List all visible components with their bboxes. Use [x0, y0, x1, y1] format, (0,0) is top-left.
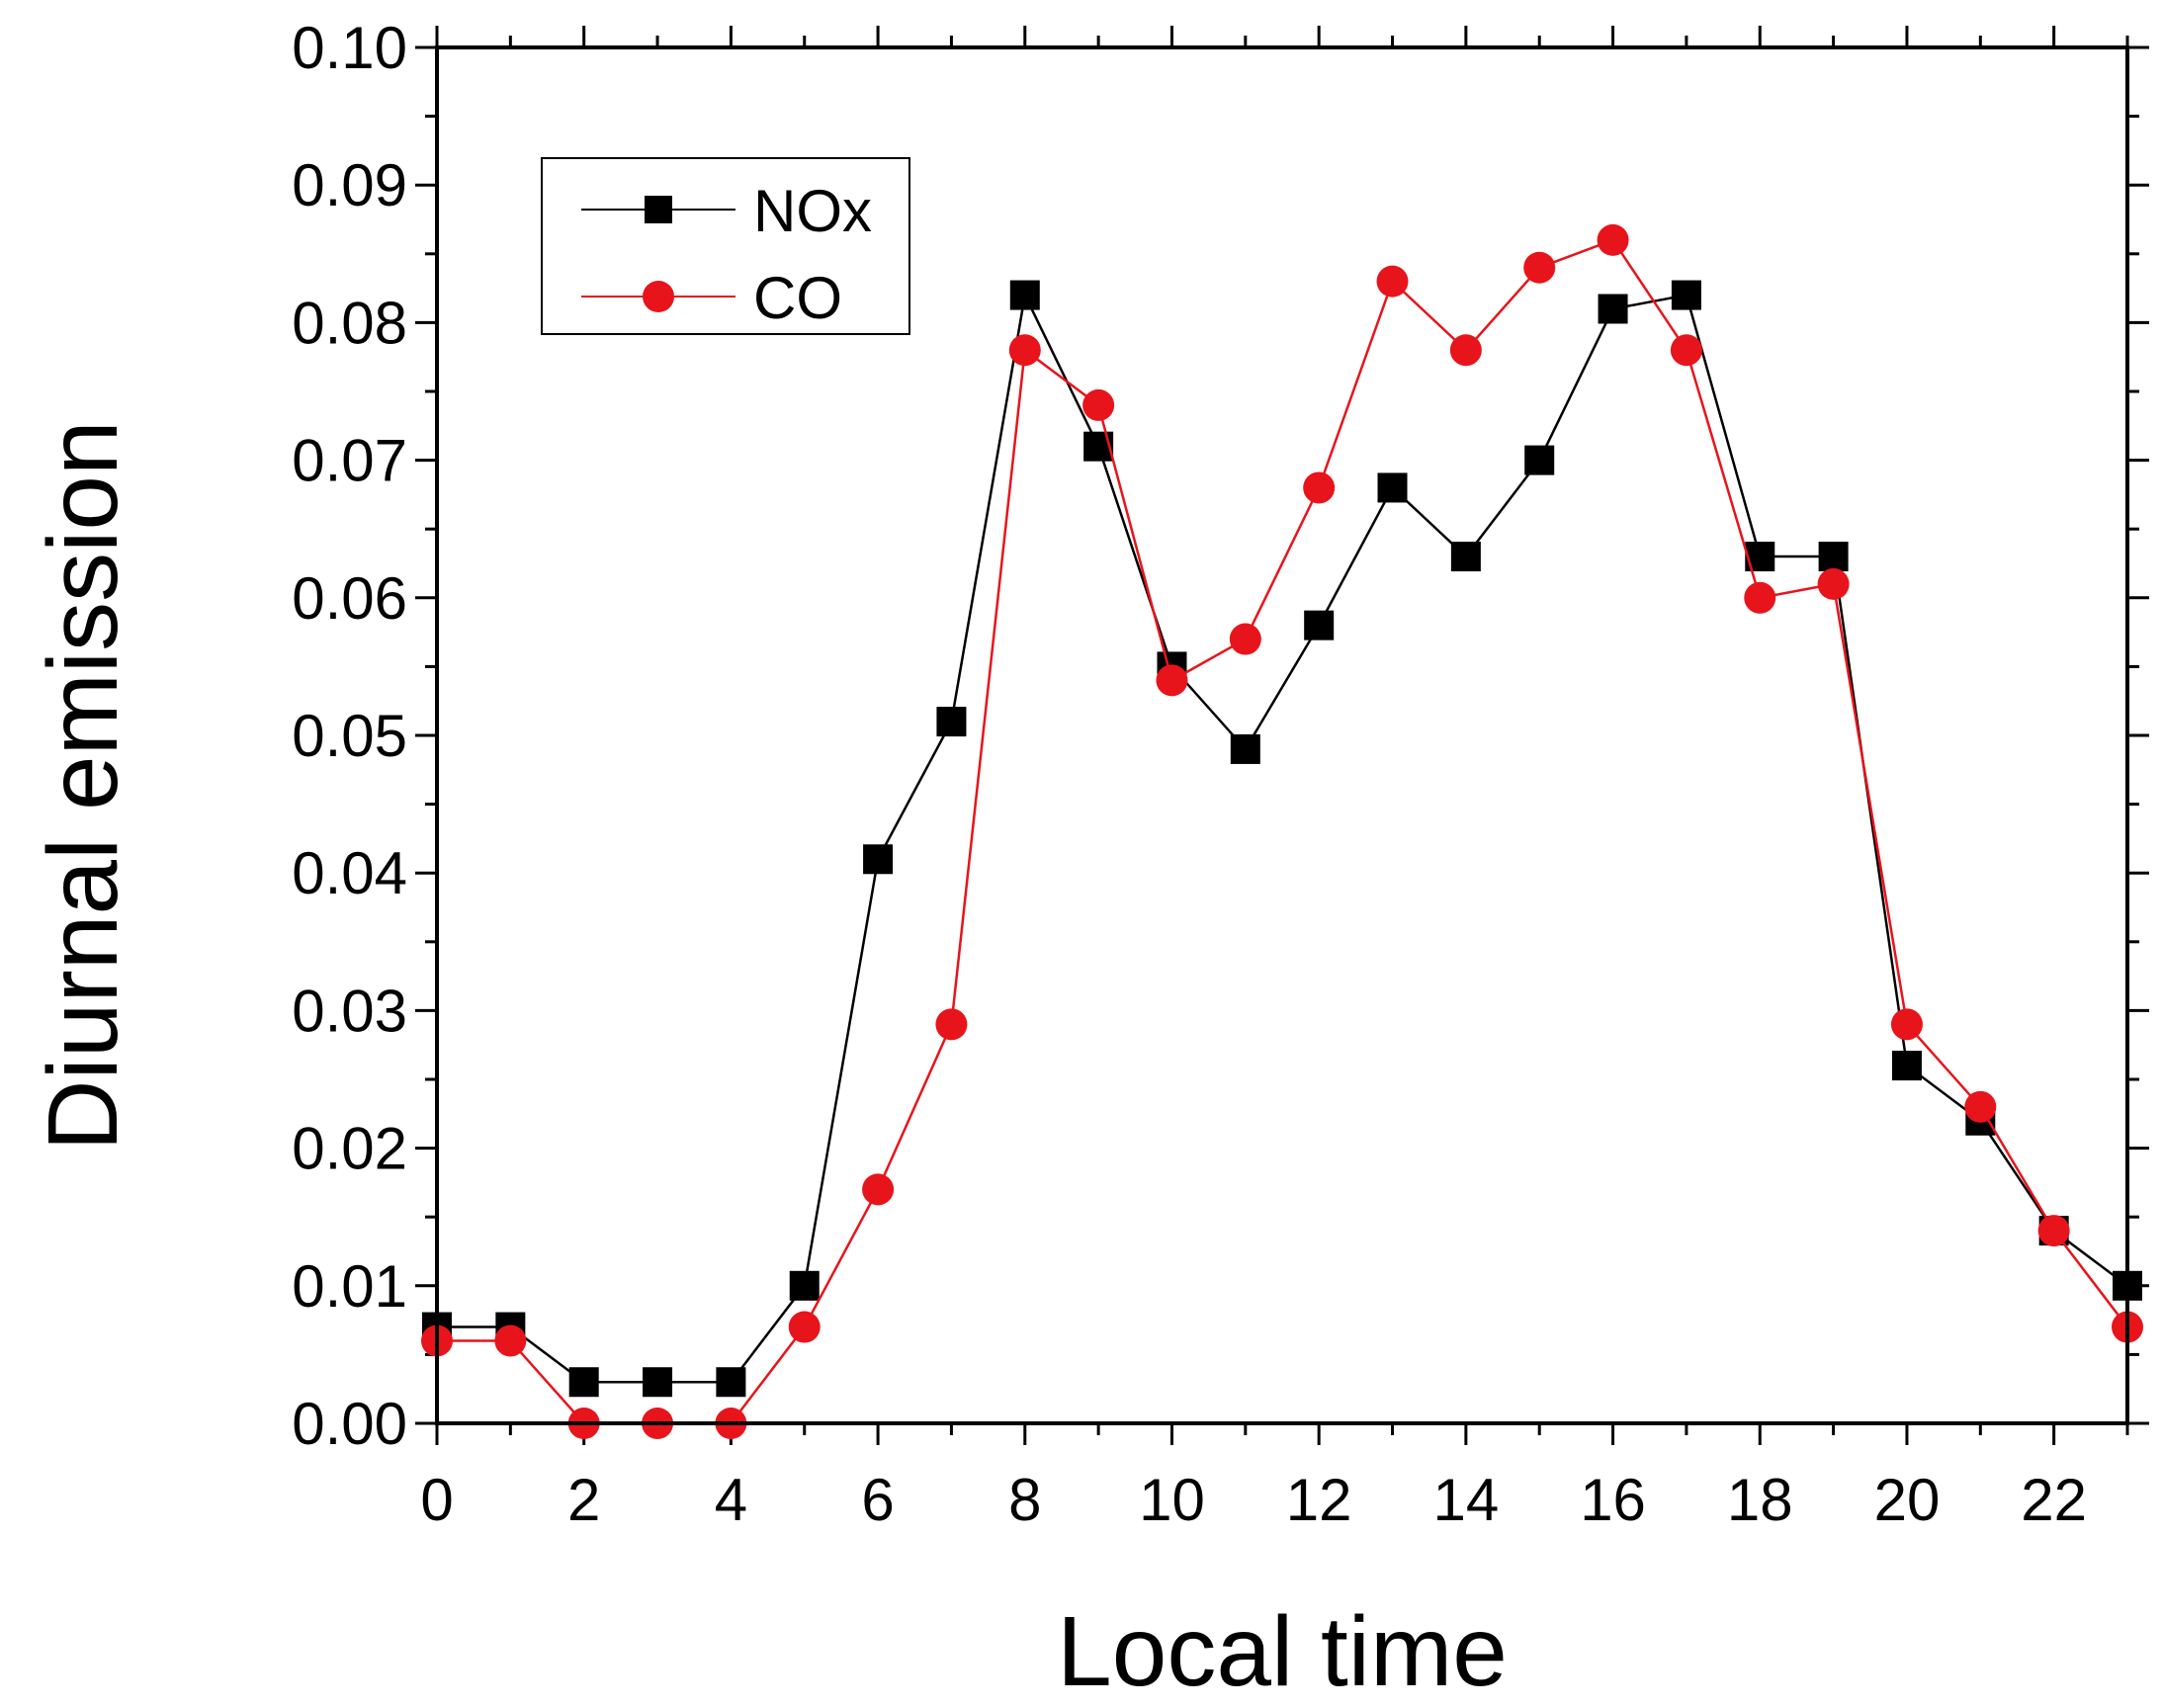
data-point-co — [1449, 334, 1482, 367]
x-tick-label: 22 — [2021, 1467, 2087, 1533]
data-point-co — [1376, 265, 1409, 298]
legend-co-marker — [643, 281, 674, 312]
data-point-co — [1082, 388, 1115, 421]
data-point-co — [1229, 623, 1261, 655]
data-point-nox — [863, 844, 894, 875]
data-point-nox — [936, 707, 967, 737]
data-point-nox — [643, 1367, 673, 1398]
x-tick-label: 16 — [1580, 1467, 1646, 1533]
x-tick-label: 10 — [1139, 1467, 1205, 1533]
x-tick-label: 6 — [861, 1467, 894, 1533]
data-point-co — [935, 1008, 968, 1041]
data-point-co — [1890, 1008, 1923, 1041]
y-tick-label: 0.03 — [292, 978, 407, 1044]
data-point-co — [1817, 567, 1850, 600]
x-tick-label: 0 — [420, 1467, 453, 1533]
data-point-co — [1964, 1090, 1997, 1123]
data-point-nox — [1818, 542, 1849, 572]
data-point-nox — [1598, 294, 1628, 324]
plot-frame — [435, 45, 2129, 1425]
data-point-co — [2037, 1215, 2070, 1247]
y-tick-label: 0.02 — [292, 1116, 407, 1182]
y-tick-label: 0.08 — [292, 290, 407, 356]
legend-nox-marker — [645, 196, 672, 223]
x-tick-label: 4 — [715, 1467, 747, 1533]
x-tick-label: 18 — [1727, 1467, 1793, 1533]
data-point-nox — [1377, 472, 1408, 503]
y-tick-label: 0.05 — [292, 703, 407, 769]
data-point-co — [1303, 471, 1336, 504]
y-tick-label: 0.04 — [292, 840, 407, 906]
data-point-co — [788, 1311, 821, 1343]
tick-labels: 0 2 4 6 8 10 12 14 16 18 20 22 0.00 0.01 0.02 0.03 0.04 0… — [292, 15, 2087, 1533]
y-tick-label: 0.01 — [292, 1253, 407, 1320]
data-point-co — [862, 1173, 895, 1206]
data-point-co — [1670, 334, 1702, 367]
y-axis-title: Diurnal emission — [28, 420, 138, 1151]
data-point-co — [1597, 223, 1629, 256]
y-tick-label: 0.10 — [292, 15, 407, 81]
y-tick-label: 0.06 — [292, 565, 407, 632]
data-point-nox — [1891, 1051, 1922, 1081]
data-point-co — [1523, 251, 1556, 284]
legend-co-label: CO — [753, 265, 842, 331]
data-point-co — [494, 1324, 527, 1357]
x-tick-label: 14 — [1432, 1467, 1499, 1533]
x-axis-title: Local time — [1057, 1596, 1508, 1707]
x-tick-label: 12 — [1286, 1467, 1352, 1533]
y-tick-label: 0.00 — [292, 1391, 407, 1457]
x-tick-label: 2 — [567, 1467, 600, 1533]
legend-box — [541, 157, 910, 335]
data-point-co — [1744, 581, 1776, 614]
data-point-nox — [1450, 542, 1481, 572]
data-point-nox — [1009, 280, 1040, 310]
data-point-nox — [568, 1367, 599, 1398]
data-point-co — [1008, 334, 1041, 367]
legend-nox-label: NOx — [753, 178, 872, 244]
data-point-co — [1156, 664, 1188, 697]
y-tick-label: 0.07 — [292, 428, 407, 494]
series-layer — [421, 223, 2143, 1439]
data-point-nox — [1230, 733, 1260, 764]
data-point-nox — [1524, 445, 1555, 475]
x-tick-label: 8 — [1008, 1467, 1041, 1533]
data-point-nox — [716, 1367, 746, 1398]
y-tick-label: 0.09 — [292, 152, 407, 218]
x-tick-label: 20 — [1874, 1467, 1941, 1533]
legend: NOx CO — [541, 157, 910, 335]
data-point-nox — [1304, 610, 1335, 640]
data-point-nox — [789, 1270, 820, 1301]
data-point-nox — [1671, 280, 1701, 310]
